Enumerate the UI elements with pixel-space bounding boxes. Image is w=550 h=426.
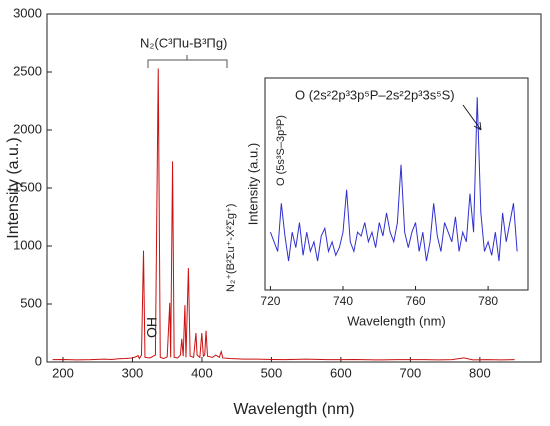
y-tick-label: 1500 — [13, 179, 42, 194]
plot-frame — [264, 77, 529, 291]
y-tick-label: 3000 — [13, 5, 42, 20]
annotation: N₂⁺(B²Σu⁺-X²Σg⁺) — [225, 204, 237, 292]
x-tick-label: 780 — [478, 294, 498, 308]
data-line — [269, 97, 518, 262]
y-axis-title: Intensity (a.u.) — [5, 137, 22, 238]
annotation: N₂(C³Πu-B³Πg) — [140, 35, 227, 50]
x-tick-label: 500 — [261, 365, 283, 380]
y-tick-label: 1000 — [13, 237, 42, 252]
x-axis-title: Wavelength (nm) — [347, 313, 446, 328]
x-tick-label: 300 — [122, 365, 144, 380]
y-tick-label: 500 — [20, 295, 42, 310]
x-tick-label: 760 — [406, 294, 426, 308]
y-tick-label: 0 — [35, 353, 42, 368]
x-tick-label: 400 — [191, 365, 213, 380]
arrow — [462, 104, 482, 131]
x-tick-label: 600 — [330, 365, 352, 380]
x-tick-label: 720 — [260, 294, 280, 308]
x-tick-label: 700 — [400, 365, 422, 380]
y-tick-label: 2000 — [13, 121, 42, 136]
y-tick-label: 2500 — [13, 63, 42, 78]
annotation: O (2s²2p³3p⁵P–2s²2p³3s⁵S) — [295, 87, 455, 102]
x-tick-label: 800 — [469, 365, 491, 380]
y-axis-title: Intensity (a.u.) — [245, 143, 260, 225]
annotation: OH — [144, 317, 160, 338]
data-line — [52, 68, 515, 361]
bracket — [147, 55, 228, 68]
x-axis-title: Wavelength (nm) — [233, 401, 354, 418]
x-tick-label: 740 — [333, 294, 353, 308]
x-tick-label: 200 — [52, 365, 74, 380]
annotation: O (5s³S–3p³P) — [275, 115, 287, 186]
